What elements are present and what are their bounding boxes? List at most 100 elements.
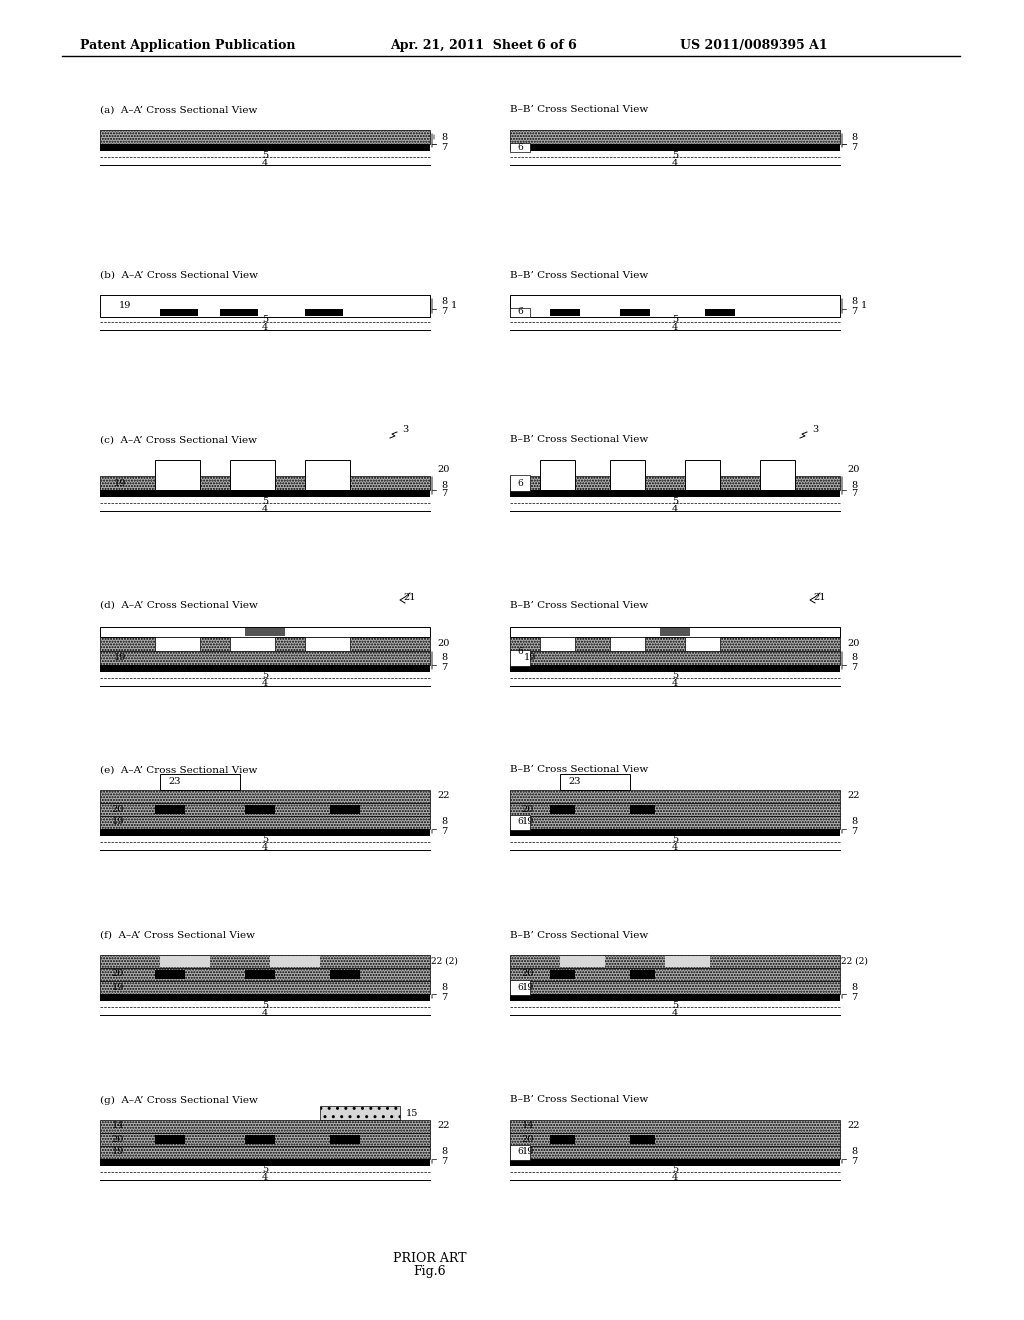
- Text: 23: 23: [568, 777, 582, 787]
- Text: 5: 5: [262, 672, 268, 681]
- Text: 22 (2): 22 (2): [430, 957, 458, 965]
- Text: 5: 5: [262, 1001, 268, 1010]
- Bar: [550, 309, 580, 315]
- Text: Fig.6: Fig.6: [414, 1266, 446, 1279]
- Text: 8: 8: [441, 297, 447, 306]
- Bar: [160, 297, 198, 309]
- Bar: [510, 968, 840, 981]
- Bar: [307, 478, 348, 488]
- Bar: [155, 1135, 185, 1144]
- Bar: [510, 651, 840, 665]
- Bar: [510, 1119, 840, 1133]
- Bar: [157, 639, 198, 649]
- Bar: [510, 129, 840, 144]
- Text: 19: 19: [114, 479, 126, 487]
- Bar: [630, 970, 655, 979]
- Text: B–B’ Cross Sectional View: B–B’ Cross Sectional View: [510, 271, 648, 280]
- Bar: [630, 805, 655, 814]
- Bar: [620, 297, 650, 309]
- Text: 5: 5: [262, 496, 268, 506]
- Text: 4: 4: [262, 843, 268, 853]
- Bar: [100, 816, 430, 829]
- Bar: [760, 459, 795, 490]
- Text: B–B’ Cross Sectional View: B–B’ Cross Sectional View: [510, 436, 648, 445]
- Text: 19: 19: [112, 817, 124, 826]
- Text: 14: 14: [522, 1122, 535, 1130]
- Bar: [510, 490, 840, 498]
- Bar: [155, 1135, 185, 1144]
- Bar: [610, 638, 645, 651]
- Bar: [610, 459, 645, 490]
- Text: 8: 8: [851, 297, 857, 306]
- Text: 8: 8: [851, 132, 857, 141]
- Text: 22: 22: [848, 1122, 860, 1130]
- Bar: [510, 1144, 530, 1160]
- Text: (c)  A–A’ Cross Sectional View: (c) A–A’ Cross Sectional View: [100, 436, 257, 445]
- Text: 4: 4: [672, 323, 678, 333]
- Text: 5: 5: [262, 150, 268, 160]
- Text: 19: 19: [114, 653, 126, 663]
- Text: 23: 23: [169, 777, 181, 787]
- Bar: [100, 129, 430, 144]
- Bar: [232, 478, 273, 488]
- Bar: [630, 1135, 655, 1144]
- Bar: [612, 639, 643, 649]
- Bar: [305, 309, 343, 315]
- Text: 19: 19: [119, 301, 131, 310]
- Bar: [705, 297, 735, 309]
- Text: (f)  A–A’ Cross Sectional View: (f) A–A’ Cross Sectional View: [100, 931, 255, 940]
- Bar: [510, 477, 840, 490]
- Text: 7: 7: [851, 1158, 857, 1167]
- Bar: [100, 665, 430, 672]
- Bar: [230, 638, 275, 651]
- Bar: [160, 956, 210, 968]
- Text: 1: 1: [451, 301, 457, 310]
- Text: (d)  A–A’ Cross Sectional View: (d) A–A’ Cross Sectional View: [100, 601, 258, 610]
- Bar: [560, 774, 630, 789]
- Bar: [330, 970, 360, 979]
- Text: 7: 7: [851, 488, 857, 498]
- Text: 5: 5: [262, 315, 268, 325]
- Bar: [305, 628, 340, 636]
- Text: 19: 19: [522, 1147, 535, 1156]
- Bar: [100, 981, 430, 994]
- Text: 20: 20: [438, 639, 451, 648]
- Text: 22: 22: [848, 792, 860, 800]
- Bar: [270, 956, 319, 968]
- Bar: [762, 478, 793, 488]
- Text: 7: 7: [851, 144, 857, 153]
- Bar: [157, 478, 198, 488]
- Text: 8: 8: [851, 982, 857, 991]
- Text: 6: 6: [517, 143, 523, 152]
- Text: 4: 4: [672, 1008, 678, 1018]
- Text: 8: 8: [441, 817, 447, 826]
- Text: 20: 20: [848, 639, 860, 648]
- Text: 7: 7: [441, 828, 447, 837]
- Text: 6: 6: [517, 308, 523, 317]
- Bar: [510, 816, 840, 829]
- Bar: [550, 1135, 575, 1144]
- Bar: [100, 477, 430, 490]
- Bar: [550, 1135, 575, 1144]
- Text: 8: 8: [851, 653, 857, 663]
- Text: 5: 5: [672, 672, 678, 681]
- Text: 3: 3: [401, 425, 409, 434]
- Bar: [220, 297, 258, 309]
- Text: 20: 20: [522, 969, 535, 978]
- Text: (b)  A–A’ Cross Sectional View: (b) A–A’ Cross Sectional View: [100, 271, 258, 280]
- Text: 6: 6: [517, 982, 523, 991]
- Bar: [330, 1135, 360, 1144]
- Bar: [160, 309, 198, 315]
- Bar: [245, 1135, 275, 1144]
- Bar: [190, 628, 225, 636]
- Text: 4: 4: [672, 158, 678, 168]
- Bar: [100, 789, 430, 803]
- Bar: [319, 1106, 400, 1119]
- Bar: [705, 309, 735, 315]
- Text: 20: 20: [112, 969, 124, 978]
- Text: 7: 7: [851, 828, 857, 837]
- Bar: [560, 956, 605, 968]
- Text: 20: 20: [112, 1134, 124, 1143]
- Text: 20: 20: [522, 1134, 535, 1143]
- Bar: [510, 981, 840, 994]
